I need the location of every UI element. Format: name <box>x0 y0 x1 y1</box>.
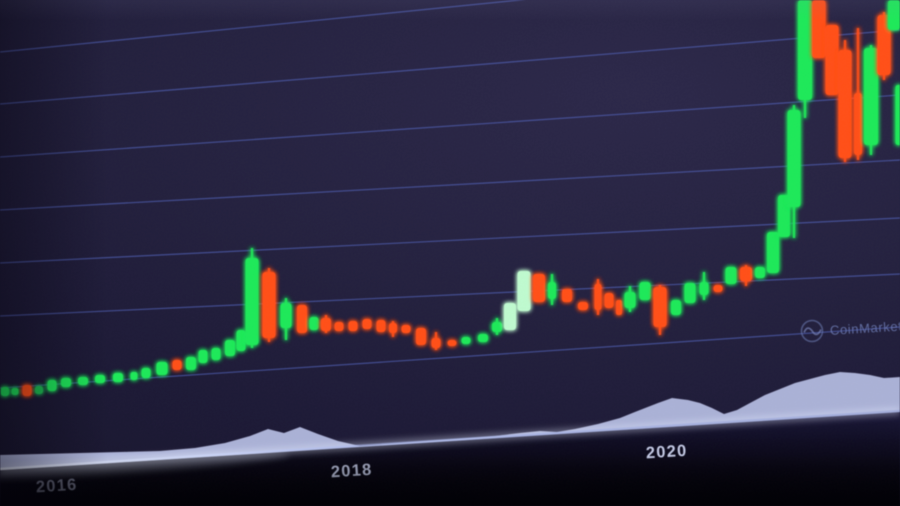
monitor-photo: 2016 2018 2020 CoinMarketCap <box>0 0 900 506</box>
film-grain-overlay <box>0 0 900 506</box>
